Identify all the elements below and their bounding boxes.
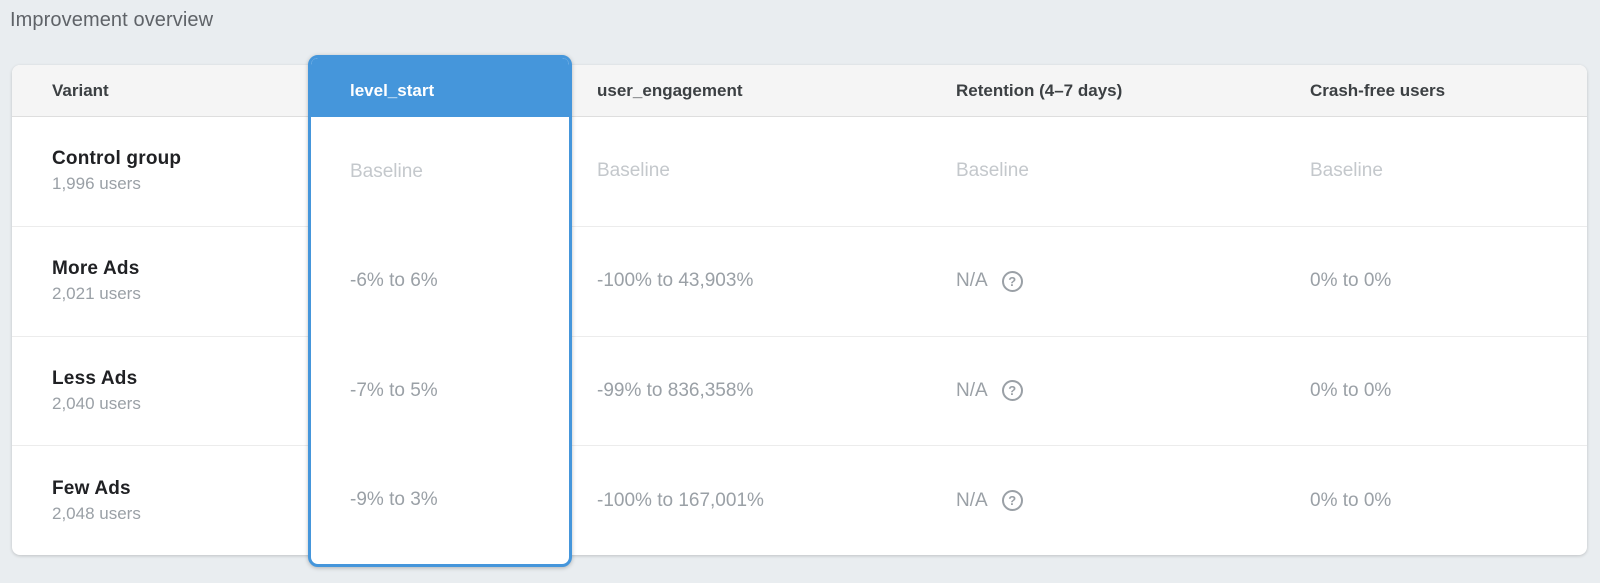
help-circle-icon[interactable]: ? (1001, 380, 1023, 402)
user-engagement-value: -99% to 836,358% (597, 379, 754, 401)
crash-free-value: 0% to 0% (1310, 270, 1392, 292)
tab-level-start[interactable]: level_start (311, 58, 569, 117)
variant-user-count: 1,996 users (52, 174, 141, 194)
level-start-value: -9% to 3% (350, 489, 438, 511)
help-circle-icon[interactable]: ? (1001, 270, 1023, 292)
crash-free-value: 0% to 0% (1310, 489, 1392, 511)
user-engagement-value: -100% to 167,001% (597, 489, 764, 511)
table-row: Few Ads 2,048 users -100% to 167,001% N/… (12, 445, 1587, 555)
retention-na-text: N/A (956, 270, 988, 292)
retention-na-text: N/A (956, 489, 988, 511)
level-start-value: Baseline (350, 160, 423, 182)
variant-name: More Ads (52, 258, 140, 280)
variant-user-count: 2,048 users (52, 503, 141, 523)
table-row: Control group 1,996 users Baseline Basel… (12, 117, 1587, 226)
level-start-value: -6% to 6% (350, 270, 438, 292)
help-circle-icon[interactable]: ? (1001, 490, 1023, 512)
improvement-overview-table: Variant user_engagement Retention (4–7 d… (12, 65, 1587, 555)
column-header-retention[interactable]: Retention (4–7 days) (956, 80, 1123, 100)
column-header-crash-free-users[interactable]: Crash-free users (1310, 80, 1446, 100)
level-start-value: -7% to 5% (350, 379, 438, 401)
selected-metric-column: level_start Baseline -6% to 6% -7% to 5%… (308, 55, 572, 567)
variant-cell: Few Ads 2,048 users (12, 476, 308, 526)
retention-value: Baseline (956, 160, 1029, 182)
selected-metric-values: Baseline -6% to 6% -7% to 5% -9% to 3% (311, 117, 569, 564)
variant-name: Control group (52, 148, 182, 170)
page-title: Improvement overview (10, 9, 214, 31)
variant-name: Few Ads (52, 477, 131, 499)
table-row: Less Ads 2,040 users -99% to 836,358% N/… (12, 335, 1587, 446)
column-header-user-engagement[interactable]: user_engagement (597, 80, 743, 100)
crash-free-value: Baseline (1310, 160, 1383, 182)
user-engagement-value: -100% to 43,903% (597, 270, 754, 292)
variant-cell: Control group 1,996 users (12, 146, 308, 196)
table-row: More Ads 2,021 users -100% to 43,903% N/… (12, 225, 1587, 336)
column-header-variant: Variant (52, 80, 109, 100)
retention-value: N/A ? (930, 270, 1285, 292)
variant-cell: Less Ads 2,040 users (12, 366, 308, 416)
user-engagement-value: Baseline (597, 160, 670, 182)
variant-user-count: 2,040 users (52, 393, 141, 413)
variant-cell: More Ads 2,021 users (12, 256, 308, 306)
retention-value: N/A ? (930, 490, 1285, 512)
variant-name: Less Ads (52, 367, 138, 389)
table-header-row: Variant user_engagement Retention (4–7 d… (12, 65, 1587, 117)
retention-na-text: N/A (956, 379, 988, 401)
retention-value: N/A ? (930, 380, 1285, 402)
crash-free-value: 0% to 0% (1310, 379, 1392, 401)
variant-user-count: 2,021 users (52, 284, 141, 304)
